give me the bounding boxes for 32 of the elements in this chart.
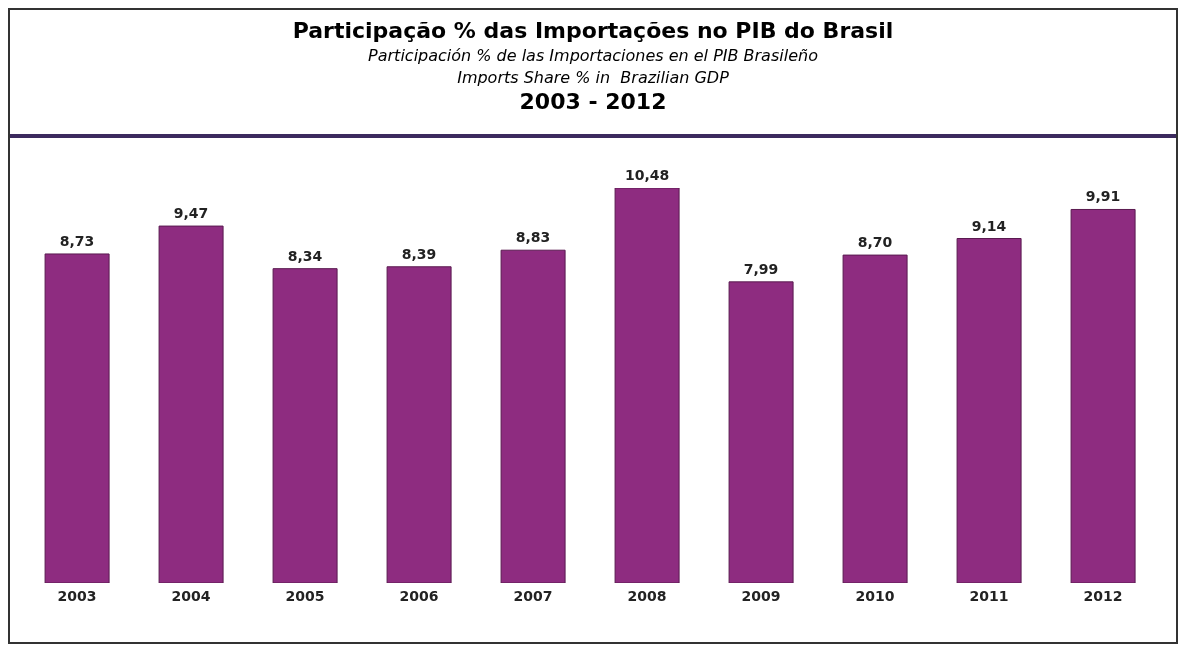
bar xyxy=(614,188,680,583)
x-tick-label: 2010 xyxy=(855,587,895,604)
x-tick-label: 2004 xyxy=(171,587,211,604)
chart-subtitle: Participación % de las Importaciones en el PIB Brasileño Imports Share % in Brazilian GDP 2003 - 2012 xyxy=(367,46,819,114)
x-tick-label: 2006 xyxy=(399,587,439,604)
data-label: 7,99 xyxy=(743,260,779,277)
bar xyxy=(386,266,452,583)
bar xyxy=(728,281,794,583)
bar xyxy=(44,253,110,583)
x-tick-label: 2007 xyxy=(513,587,553,604)
x-tick-label: 2009 xyxy=(741,587,781,604)
data-label: 10,48 xyxy=(624,167,670,183)
data-label: 8,70 xyxy=(857,234,893,251)
bar xyxy=(500,249,566,583)
data-label: 8,73 xyxy=(59,232,95,249)
chart-title: Participação % das Importações no PIB do Brasil xyxy=(291,18,895,43)
data-label: 8,34 xyxy=(287,247,323,264)
x-tick-label: 2003 xyxy=(57,587,97,604)
bar xyxy=(272,268,338,583)
bar xyxy=(956,238,1022,583)
x-tick-label: 2012 xyxy=(1083,587,1123,604)
data-label: 9,91 xyxy=(1085,188,1121,205)
bar xyxy=(158,225,224,583)
x-tick-label: 2008 xyxy=(627,587,667,604)
data-label: 9,14 xyxy=(971,217,1007,234)
x-tick-label: 2005 xyxy=(285,587,325,604)
bar xyxy=(842,254,908,583)
data-label: 8,39 xyxy=(401,245,437,262)
bar xyxy=(1070,208,1136,583)
data-label: 8,83 xyxy=(515,229,551,246)
data-label: 9,47 xyxy=(173,205,209,222)
x-tick-label: 2011 xyxy=(969,587,1009,604)
